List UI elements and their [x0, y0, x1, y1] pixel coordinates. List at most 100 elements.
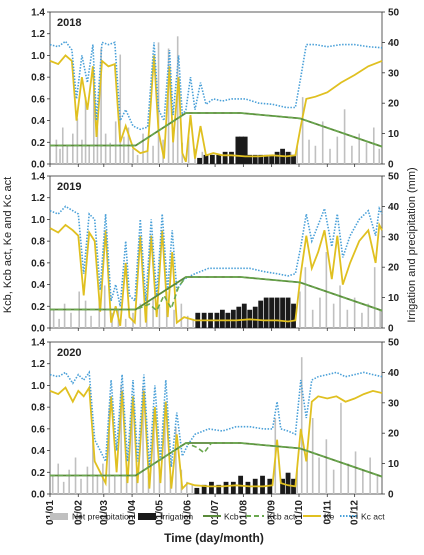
precipitation-bar — [88, 145, 91, 164]
kc-act-line — [49, 370, 383, 467]
left-tick-label: 0.8 — [31, 73, 45, 84]
precipitation-bar — [379, 309, 381, 328]
precipitation-bar — [114, 121, 117, 164]
precipitation-bar — [186, 315, 189, 328]
left-tick-label: 1.4 — [31, 172, 45, 183]
right-tick-label: 0 — [388, 324, 394, 335]
left-tick-label: 0.6 — [31, 424, 45, 435]
precipitation-bar — [68, 469, 70, 494]
right-tick-label: 50 — [388, 338, 400, 349]
x-tick-labels: 01/01 01/02 01/03 01/04 01/05 01/06 01/07 01/08… — [45, 500, 361, 525]
irrigation-bar — [245, 481, 251, 494]
precipitation-bar — [311, 418, 314, 494]
precipitation-bar — [76, 118, 79, 164]
panel-title: 2020 — [57, 347, 81, 359]
panel-2020: 0.0 0.2 0.4 0.6 0.8 1.0 1.2 1.4 0 10 20 30 40 50 2020 — [31, 338, 399, 501]
irrigation-bar — [285, 151, 291, 164]
right-tick-label: 20 — [388, 263, 400, 274]
left-tick-label: 0.2 — [31, 302, 45, 313]
precipitation-bar — [104, 133, 107, 164]
irrigation-bar — [252, 154, 258, 164]
panel-title: 2018 — [57, 17, 81, 29]
precipitation-bar — [176, 36, 179, 164]
right-tick-label: 40 — [388, 368, 400, 379]
x-tick-label: 01/02 — [73, 500, 84, 525]
left-tick-label: 0.4 — [31, 116, 45, 127]
precipitation-bar — [98, 297, 101, 328]
irrigation-bar — [263, 297, 269, 328]
irrigation-bar — [203, 154, 209, 164]
precipitation-bar — [103, 285, 106, 328]
irrigation-bar — [197, 157, 202, 164]
precipitation-bar — [119, 54, 122, 165]
irrigation-bar — [269, 154, 275, 164]
right-tick-label: 0 — [388, 490, 394, 501]
precipitation-bar — [92, 433, 94, 494]
precipitation-bar — [51, 475, 54, 494]
precipitation-bar — [152, 297, 154, 328]
panel-title: 2019 — [57, 181, 81, 193]
kc-act-line — [49, 40, 383, 131]
precipitation-bar — [187, 136, 190, 164]
precipitation-bar — [175, 427, 177, 494]
x-tick-label: 01/12 — [350, 500, 361, 525]
left-tick-label: 1.0 — [31, 51, 45, 62]
precipitation-bar — [113, 475, 116, 494]
right-tick-label: 20 — [388, 99, 400, 110]
irrigation-bar — [236, 306, 242, 328]
precipitation-bar — [120, 384, 122, 494]
legend-label-kc-act: Kc act — [361, 512, 385, 522]
legend-swatch-net-precipitation — [50, 513, 68, 520]
kcb-act-line — [50, 112, 383, 148]
precipitation-bar — [131, 402, 133, 494]
left-tick-label: 0.6 — [31, 94, 45, 105]
irrigation-bar — [239, 136, 244, 164]
legend-label-net-precipitation: Net precipitation — [72, 512, 134, 522]
precipitation-bar — [358, 133, 360, 164]
x-tick-label: 01/04 — [127, 500, 138, 525]
precipitation-bar — [367, 303, 370, 328]
precipitation-bar — [84, 97, 87, 164]
precipitation-bar — [201, 151, 204, 164]
precipitation-bar — [108, 408, 111, 494]
precipitation-bar — [80, 478, 82, 494]
precipitation-bar — [300, 357, 303, 494]
precipitation-bar — [59, 148, 61, 164]
precipitation-bar — [347, 463, 350, 494]
irrigation-bar — [230, 309, 236, 328]
precipitation-bar — [336, 136, 339, 164]
precipitation-bar — [373, 267, 376, 328]
precipitation-bar — [325, 252, 328, 328]
precipitation-bar — [361, 312, 363, 328]
kcb-act-line — [50, 442, 383, 478]
left-tick-label: 0.2 — [31, 138, 45, 149]
right-tick-label: 40 — [388, 38, 400, 49]
irrigation-bar — [269, 297, 275, 328]
precipitation-bar — [299, 291, 301, 328]
irrigation-bar — [280, 478, 285, 494]
left-tick-label: 0.0 — [31, 490, 45, 501]
right-tick-label: 10 — [388, 293, 400, 304]
legend: Net precipitation Irrigation Kcb Kcb act Ke K… — [50, 512, 385, 522]
irrigation-bar — [274, 151, 280, 164]
irrigation-bar — [229, 151, 234, 164]
precipitation-bar — [109, 142, 111, 164]
x-tick-label: 01/10 — [294, 500, 305, 525]
precipitation-bar — [66, 145, 69, 164]
precipitation-bar — [58, 318, 60, 328]
precipitation-bar — [142, 387, 144, 494]
kc-act-line — [49, 205, 383, 307]
left-tick-label: 1.2 — [31, 359, 45, 370]
irrigation-bar — [235, 136, 241, 164]
ke-line — [49, 384, 383, 491]
precipitation-bar — [301, 97, 304, 164]
panel-2019: 0.0 0.2 0.4 0.6 0.8 1.0 1.2 1.4 0 10 20 30 40 50 2019 — [31, 172, 399, 335]
ke-line — [49, 54, 383, 163]
precipitation-bar — [372, 127, 375, 164]
precipitation-bar — [96, 475, 99, 494]
right-tick-label: 40 — [388, 202, 400, 213]
irrigation-bar — [222, 151, 228, 164]
right-tick-label: 10 — [388, 459, 400, 470]
irrigation-bar — [242, 136, 248, 164]
